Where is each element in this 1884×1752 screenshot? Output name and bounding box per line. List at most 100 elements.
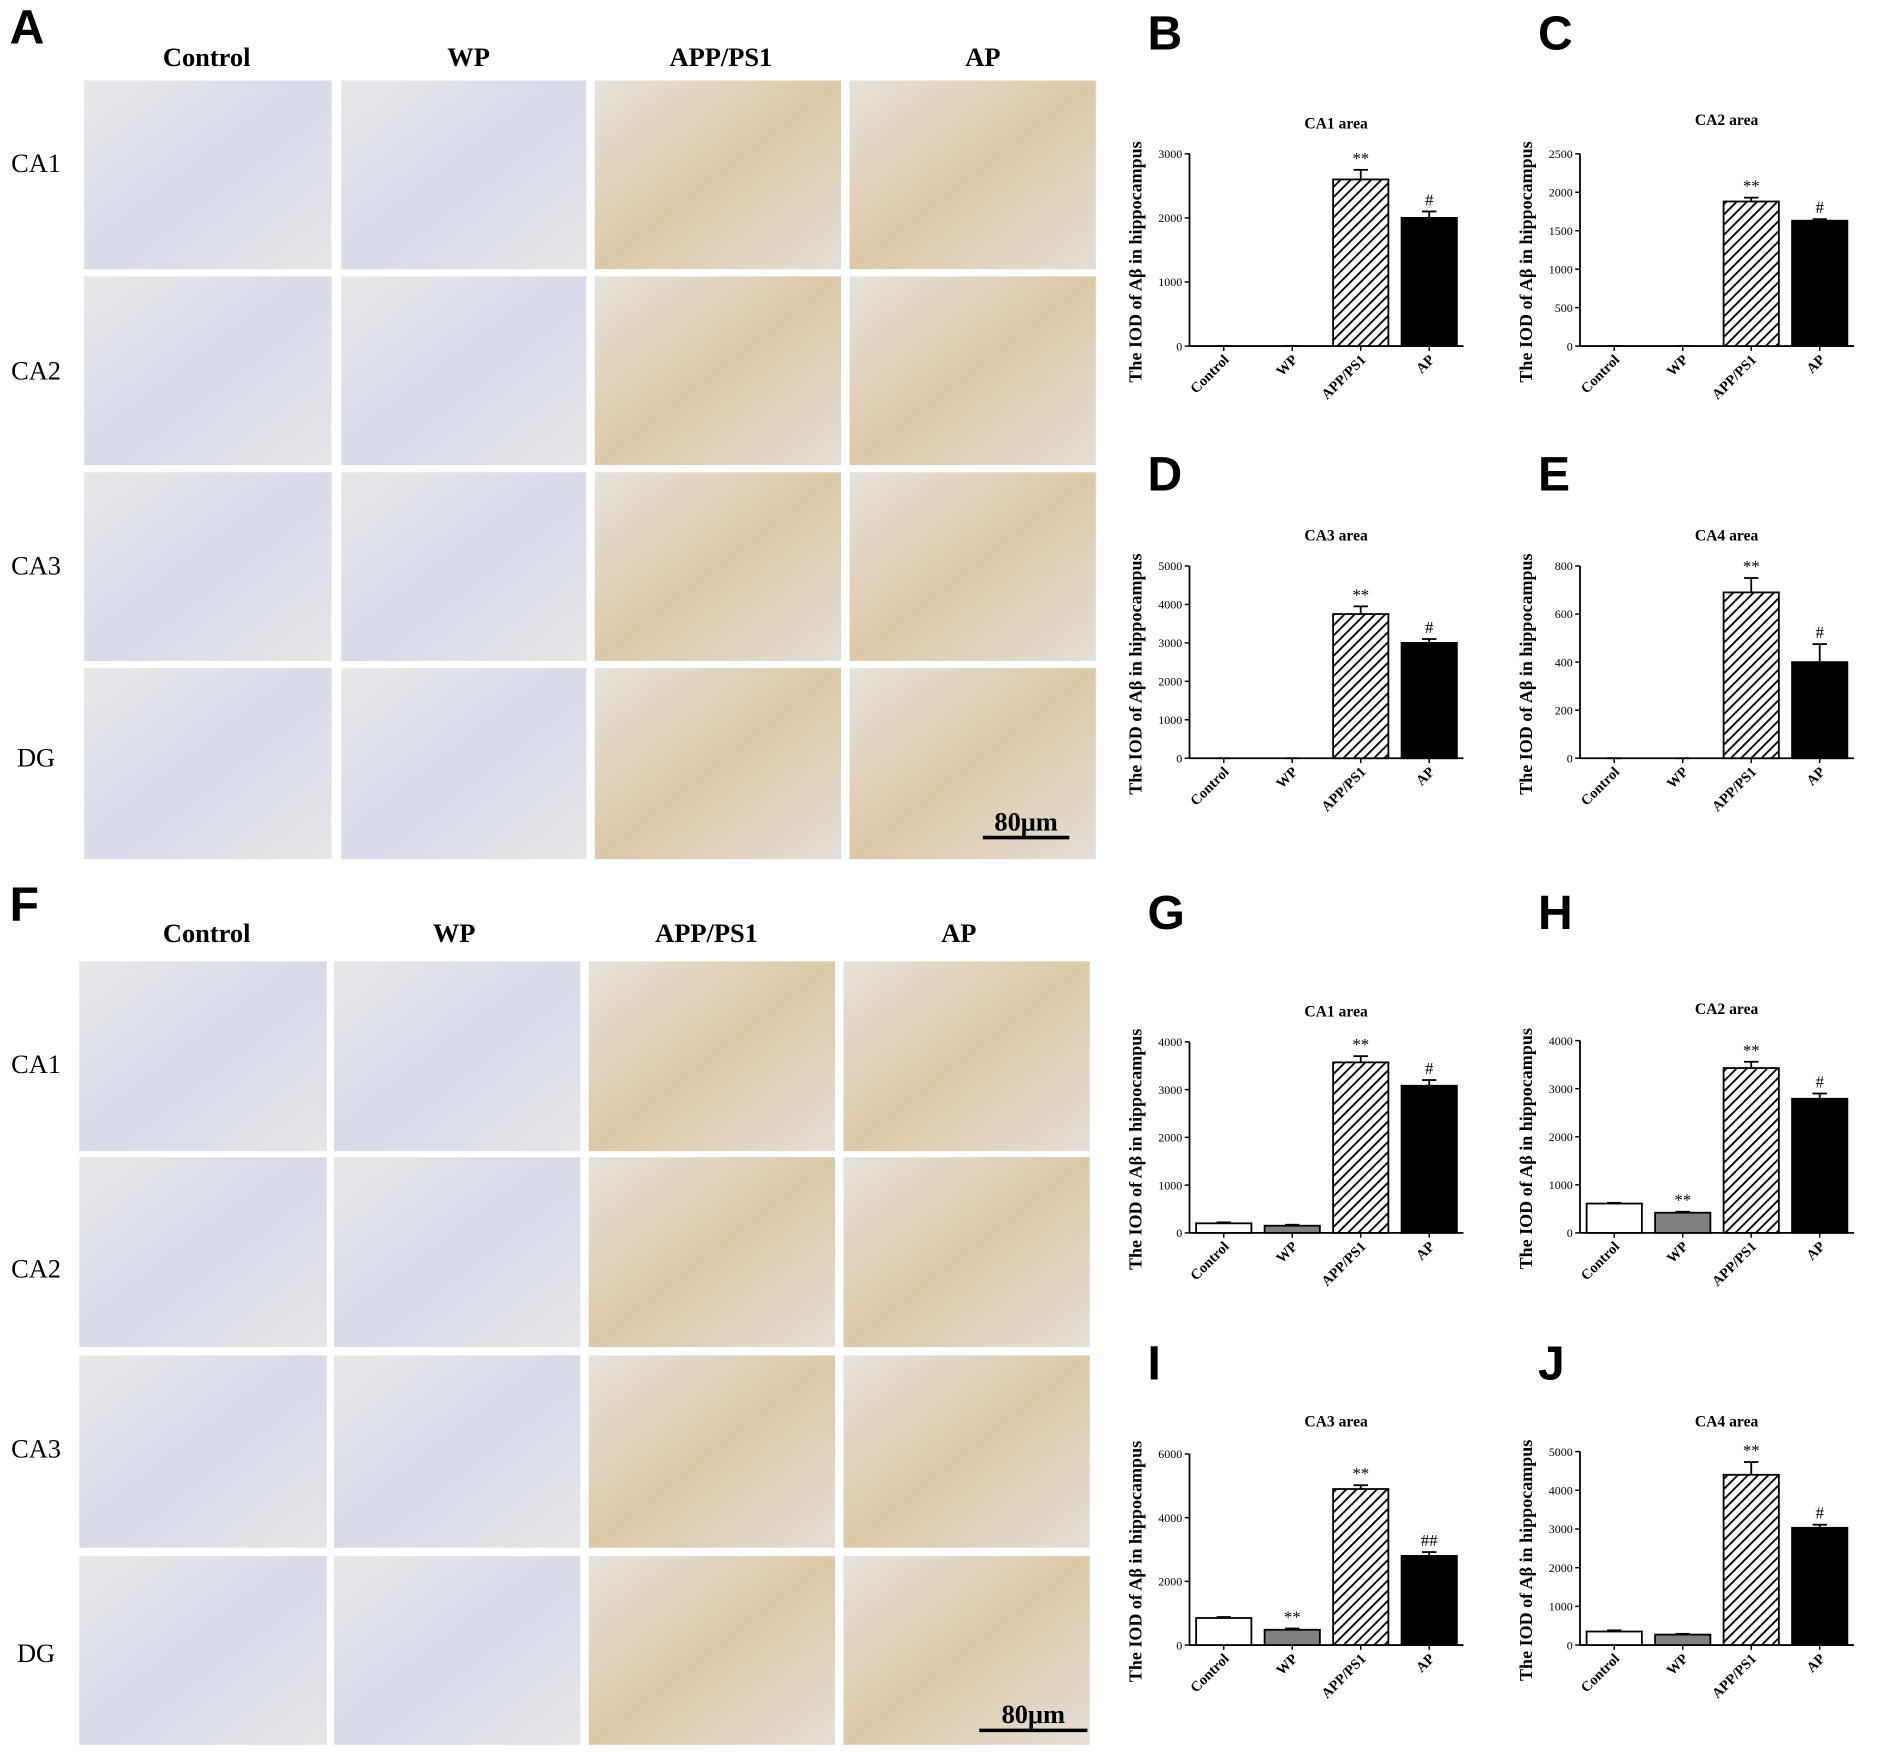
- significance-label: #: [1816, 1072, 1825, 1091]
- micrograph: [341, 668, 587, 860]
- panel-letter: J: [1538, 1336, 1565, 1390]
- x-tick-label: AP: [1804, 1239, 1829, 1264]
- panel-letter: D: [1147, 447, 1182, 501]
- y-tick-label: 4000: [1549, 1483, 1573, 1497]
- x-tick-label: Control: [1188, 1651, 1233, 1696]
- micrograph: [334, 1157, 581, 1348]
- row-label: DG: [17, 743, 55, 773]
- x-tick-label: WP: [1664, 1651, 1692, 1679]
- scale-bar-label: 80μm: [1002, 1699, 1065, 1729]
- y-axis-label: The IOD of Aβ in hippocampus: [1125, 141, 1145, 382]
- significance-label: **: [1352, 1464, 1369, 1483]
- y-tick-label: 2000: [1158, 211, 1182, 225]
- y-tick-label: 3000: [1158, 147, 1182, 161]
- micrograph: [79, 961, 327, 1152]
- y-tick-label: 1000: [1158, 713, 1182, 727]
- x-tick-label: Control: [1578, 1239, 1623, 1284]
- x-tick-label: AP: [1804, 764, 1829, 789]
- y-tick-label: 0: [1176, 1638, 1182, 1652]
- bar: [1332, 1488, 1390, 1646]
- scale-bar-label: 80μm: [994, 806, 1057, 836]
- chart-title: CA1 area: [1304, 1004, 1368, 1021]
- y-tick-label: 1500: [1549, 224, 1573, 238]
- y-tick-label: 1000: [1549, 1178, 1573, 1192]
- micrograph: [594, 276, 842, 466]
- significance-label: **: [1284, 1607, 1301, 1626]
- x-tick-label: WP: [1664, 764, 1692, 792]
- y-tick-label: 0: [1567, 1638, 1573, 1652]
- significance-label: **: [1743, 1041, 1760, 1060]
- y-tick-label: 3000: [1158, 636, 1182, 650]
- micrograph: [334, 961, 581, 1152]
- chart-title: CA3 area: [1304, 528, 1368, 545]
- micrograph: [849, 276, 1096, 466]
- x-tick-label: Control: [1578, 1651, 1623, 1696]
- significance-label: **: [1743, 1441, 1760, 1460]
- row-label: CA1: [11, 1049, 61, 1079]
- row-label: CA1: [11, 148, 61, 178]
- y-tick-label: 3000: [1158, 1083, 1182, 1097]
- panel-letter: G: [1147, 886, 1184, 940]
- x-tick-label: WP: [1273, 1239, 1301, 1267]
- significance-label: #: [1425, 618, 1434, 637]
- y-tick-label: 0: [1567, 1226, 1573, 1240]
- chart-title: CA4 area: [1695, 528, 1759, 545]
- x-tick-label: WP: [1664, 1239, 1692, 1267]
- x-tick-label: Control: [1188, 764, 1233, 809]
- y-tick-label: 2000: [1549, 1561, 1573, 1575]
- micrograph: [588, 961, 836, 1152]
- bar: [1332, 178, 1390, 347]
- panel-letter: H: [1538, 886, 1573, 940]
- y-tick-label: 0: [1567, 751, 1573, 765]
- y-tick-label: 2000: [1158, 1575, 1182, 1589]
- significance-label: #: [1425, 190, 1434, 209]
- x-tick-label: AP: [1413, 764, 1438, 789]
- micrograph: [843, 961, 1090, 1152]
- y-tick-label: 600: [1555, 607, 1573, 621]
- bar: [1791, 1526, 1849, 1646]
- micrograph: [843, 1556, 1090, 1745]
- panel-letter: C: [1538, 6, 1573, 60]
- bar: [1400, 641, 1458, 760]
- bar: [1585, 1202, 1643, 1234]
- panel-letter: B: [1147, 6, 1182, 60]
- micrograph: [79, 1556, 327, 1745]
- y-tick-label: 200: [1555, 703, 1573, 717]
- micrograph: [843, 1157, 1090, 1348]
- significance-label: #: [1425, 1059, 1434, 1078]
- significance-label: **: [1352, 1035, 1369, 1054]
- y-tick-label: 4000: [1158, 1511, 1182, 1525]
- y-tick-label: 2000: [1158, 1131, 1182, 1145]
- x-tick-label: AP: [1413, 352, 1438, 377]
- bar: [1722, 1067, 1780, 1234]
- bar: [1791, 219, 1849, 347]
- significance-label: #: [1816, 1504, 1825, 1523]
- x-tick-label: APP/PS1: [1319, 764, 1370, 815]
- micrograph: [594, 472, 842, 661]
- y-tick-label: 800: [1555, 559, 1573, 573]
- chart-title: CA2 area: [1695, 1001, 1759, 1018]
- x-tick-label: APP/PS1: [1319, 1651, 1370, 1702]
- column-header: APP/PS1: [670, 42, 773, 72]
- micrograph: [84, 472, 332, 661]
- bar: [1722, 200, 1780, 347]
- chart-title: CA1 area: [1304, 116, 1368, 133]
- y-tick-label: 2000: [1549, 1130, 1573, 1144]
- bar: [1791, 1097, 1849, 1234]
- x-tick-label: WP: [1273, 352, 1301, 380]
- significance-label: **: [1743, 557, 1760, 576]
- significance-label: ##: [1421, 1531, 1438, 1550]
- column-header: AP: [965, 42, 1000, 72]
- row-label: CA3: [11, 1434, 61, 1464]
- micrograph: [594, 668, 842, 860]
- column-header: Control: [163, 42, 251, 72]
- bar: [1654, 1633, 1712, 1646]
- y-tick-label: 6000: [1158, 1447, 1182, 1461]
- y-tick-label: 0: [1176, 751, 1182, 765]
- x-tick-label: Control: [1188, 1239, 1233, 1284]
- micrograph: [588, 1157, 836, 1348]
- micrograph: [341, 80, 587, 270]
- significance-label: **: [1352, 585, 1369, 604]
- column-header: WP: [447, 42, 490, 72]
